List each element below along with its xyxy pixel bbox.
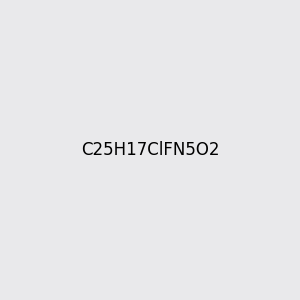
Text: C25H17ClFN5O2: C25H17ClFN5O2 xyxy=(81,141,219,159)
